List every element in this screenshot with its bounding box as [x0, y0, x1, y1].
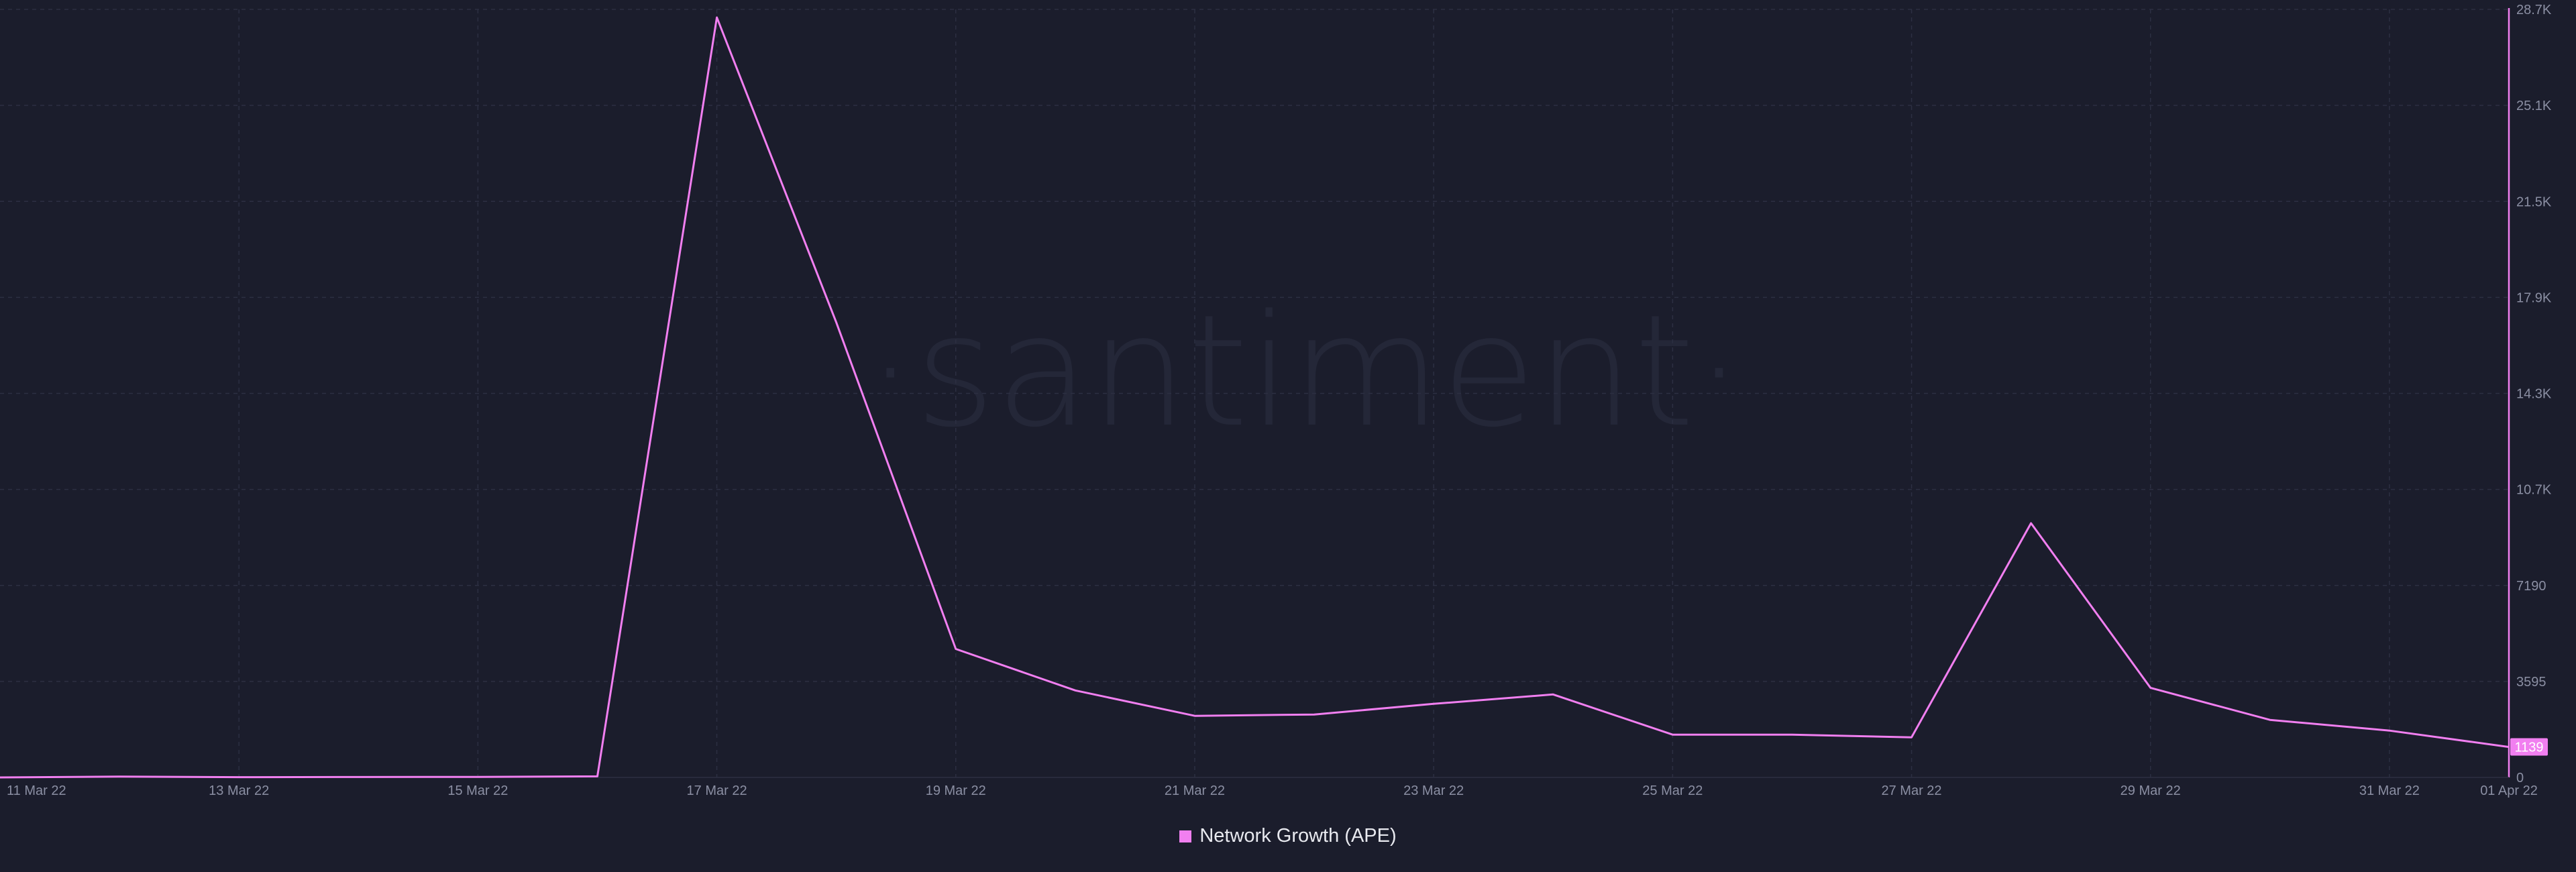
y-tick-label: 17.9K	[2516, 290, 2552, 305]
label-layer: 1139	[2510, 738, 2548, 756]
x-tick-label: 23 Mar 22	[1403, 783, 1464, 798]
x-tick-label: 19 Mar 22	[926, 783, 986, 798]
x-tick-label: 25 Mar 22	[1642, 783, 1703, 798]
series-layer	[0, 16, 2510, 779]
y-tick-label: 10.7K	[2516, 483, 2552, 498]
y-tick-label: 21.5K	[2516, 195, 2552, 209]
series-line-0	[0, 16, 2510, 779]
last-value-badge	[2510, 738, 2548, 756]
x-tick-label: 21 Mar 22	[1165, 783, 1225, 798]
x-tick-label: 29 Mar 22	[2121, 783, 2181, 798]
x-tick-label: 31 Mar 22	[2359, 783, 2420, 798]
legend-swatch	[1179, 830, 1192, 842]
legend-label[interactable]: Network Growth (APE)	[1199, 825, 1397, 847]
y-tick-label: 28.7K	[2516, 3, 2552, 17]
x-tick-label: 11 Mar 22	[7, 783, 66, 798]
x-tick-label: 13 Mar 22	[209, 783, 269, 798]
x-tick-label: 15 Mar 22	[447, 783, 508, 798]
y-tick-label: 3595	[2516, 675, 2546, 690]
y-tick-label: 0	[2516, 771, 2524, 785]
x-tick-label: 01 Apr 22	[2480, 783, 2538, 798]
axis-layer: 0 3595 7190 10.7K 14.3K 17.9K 21.5K 25.1K 28.7K 1…	[0, 3, 2552, 798]
last-value-label: 1139	[2514, 741, 2543, 755]
x-tick-label: 17 Mar 22	[687, 783, 747, 798]
watermark-text: ·santiment·	[866, 282, 1743, 461]
y-tick-label: 7190	[2516, 579, 2546, 594]
y-tick-label: 14.3K	[2516, 387, 2552, 402]
y-tick-label: 25.1K	[2516, 99, 2552, 113]
legend[interactable]: Network Growth (APE)	[0, 825, 2576, 847]
x-tick-label: 27 Mar 22	[1881, 783, 1941, 798]
